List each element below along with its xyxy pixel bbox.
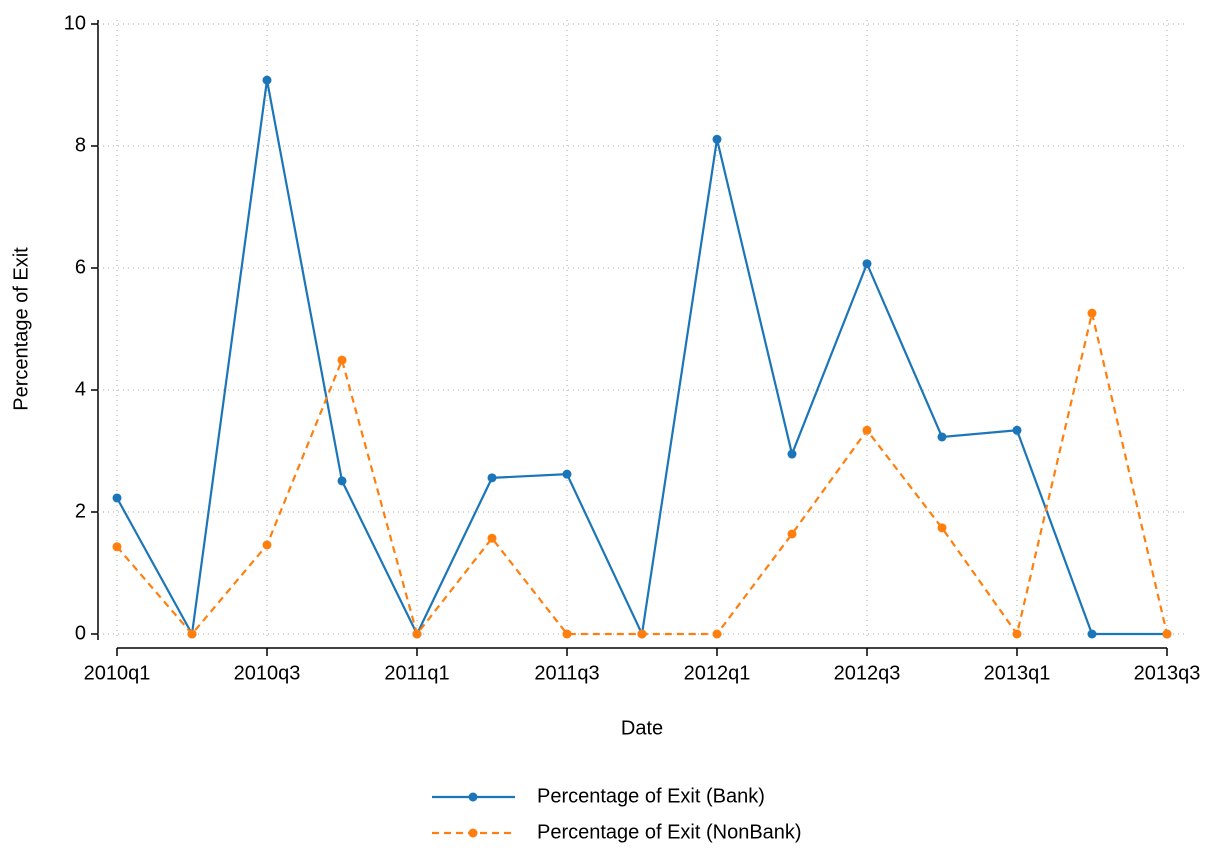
legend-label: Percentage of Exit (NonBank) bbox=[537, 821, 802, 843]
data-point bbox=[412, 629, 422, 639]
data-point bbox=[112, 493, 122, 503]
legend-marker bbox=[468, 792, 478, 802]
data-point bbox=[862, 425, 872, 435]
x-tick-label: 2011q3 bbox=[534, 662, 599, 684]
data-point bbox=[937, 432, 947, 442]
data-point bbox=[562, 469, 572, 479]
data-point bbox=[487, 533, 497, 543]
x-tick-label: 2012q3 bbox=[834, 662, 901, 684]
y-axis-label: Percentage of Exit bbox=[10, 247, 32, 411]
data-point bbox=[1087, 629, 1097, 639]
x-tick-label: 2013q1 bbox=[984, 662, 1051, 684]
data-point bbox=[1012, 425, 1022, 435]
data-point bbox=[562, 629, 572, 639]
x-tick-label: 2010q3 bbox=[234, 662, 301, 684]
data-point bbox=[862, 259, 872, 269]
y-tick-label: 10 bbox=[64, 12, 86, 34]
x-tick-label: 2013q3 bbox=[1134, 662, 1201, 684]
x-tick-label: 2010q1 bbox=[84, 662, 151, 684]
data-point bbox=[337, 476, 347, 486]
legend-marker bbox=[468, 828, 478, 838]
x-tick-label: 2011q1 bbox=[384, 662, 449, 684]
x-axis-label: Date bbox=[621, 717, 663, 739]
data-point bbox=[787, 449, 797, 459]
y-tick-label: 0 bbox=[75, 622, 86, 644]
data-point bbox=[1087, 308, 1097, 318]
data-point bbox=[262, 75, 272, 85]
data-point bbox=[487, 473, 497, 483]
series-line bbox=[116, 312, 1169, 637]
data-point bbox=[787, 529, 797, 539]
data-point bbox=[112, 542, 122, 552]
data-point bbox=[937, 523, 947, 533]
y-tick-label: 2 bbox=[75, 500, 86, 522]
y-tick-label: 4 bbox=[75, 378, 86, 400]
data-point bbox=[1162, 629, 1172, 639]
y-tick-label: 6 bbox=[75, 256, 86, 278]
data-point bbox=[637, 629, 647, 639]
data-point bbox=[187, 629, 197, 639]
data-point bbox=[262, 540, 272, 550]
data-point bbox=[712, 134, 722, 144]
data-point bbox=[712, 629, 722, 639]
legend-label: Percentage of Exit (Bank) bbox=[537, 785, 765, 807]
y-tick-label: 8 bbox=[75, 134, 86, 156]
data-point bbox=[1012, 629, 1022, 639]
data-point bbox=[337, 355, 347, 365]
x-tick-label: 2012q1 bbox=[684, 662, 751, 684]
series-line bbox=[116, 79, 1167, 638]
